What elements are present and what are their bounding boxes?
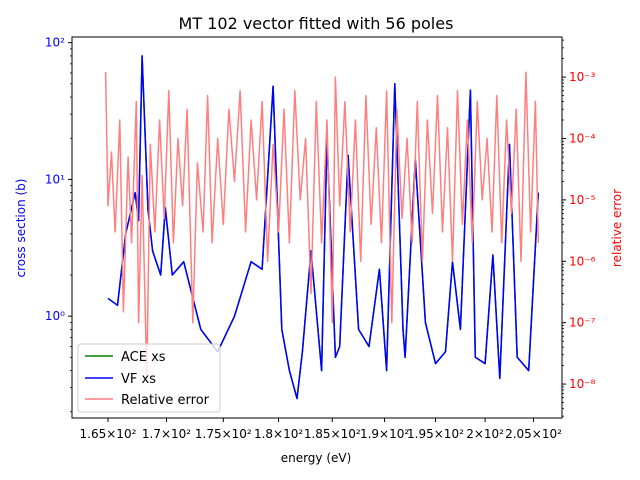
plot-series-layer xyxy=(104,55,540,400)
x-tick-label: 1.65×10² xyxy=(80,427,137,441)
x-tick-label: 1.8×10² xyxy=(254,427,303,441)
chart-title: MT 102 vector fitted with 56 poles xyxy=(179,14,454,33)
x-tick-label: 1.75×10² xyxy=(195,427,252,441)
y-right-tick-label: 10⁻⁵ xyxy=(569,193,596,207)
y-right-tick-label: 10⁻⁷ xyxy=(569,316,596,330)
y-right-tick-label: 10⁻⁶ xyxy=(569,254,596,268)
plot-frame xyxy=(71,36,563,419)
y-axis-left: 10⁰ 10¹ 10² xyxy=(45,36,72,413)
y-axis-label-left: cross section (b) xyxy=(14,179,28,278)
y-axis-label-right: relative error xyxy=(610,189,624,267)
x-tick-label: 1.9×10² xyxy=(360,427,409,441)
series-line-vf-xs xyxy=(107,55,540,400)
x-tick-label: 1.95×10² xyxy=(407,427,464,441)
y-axis-right: 10⁻⁸ 10⁻⁷ 10⁻⁶ 10⁻⁵ 10⁻⁴ 10⁻³ xyxy=(562,39,596,417)
legend-label-vf-xs: VF xs xyxy=(121,372,156,387)
y-left-tick-label: 10¹ xyxy=(45,172,65,186)
y-right-tick-label: 10⁻³ xyxy=(569,70,596,84)
legend-label-ace-xs: ACE xs xyxy=(121,350,166,365)
legend-label-relative-error: Relative error xyxy=(121,393,210,408)
x-axis-label: energy (eV) xyxy=(281,451,352,465)
x-axis: 1.65×10² 1.7×10² 1.75×10² 1.8×10² 1.85×10² 1.… xyxy=(80,418,562,441)
series-line-relative-error xyxy=(104,71,540,378)
y-right-tick-label: 10⁻⁸ xyxy=(569,377,596,391)
x-tick-label: 1.7×10² xyxy=(142,427,191,441)
y-right-tick-label: 10⁻⁴ xyxy=(569,131,596,145)
x-tick-label: 2.05×10² xyxy=(505,427,562,441)
x-tick-label: 2×10² xyxy=(466,427,504,441)
legend-box xyxy=(77,343,221,413)
x-tick-label: 1.85×10² xyxy=(304,427,361,441)
y-left-tick-label: 10⁰ xyxy=(45,309,65,323)
legend: ACE xs VF xs Relative error xyxy=(77,343,221,413)
y-left-tick-label: 10² xyxy=(45,36,65,50)
